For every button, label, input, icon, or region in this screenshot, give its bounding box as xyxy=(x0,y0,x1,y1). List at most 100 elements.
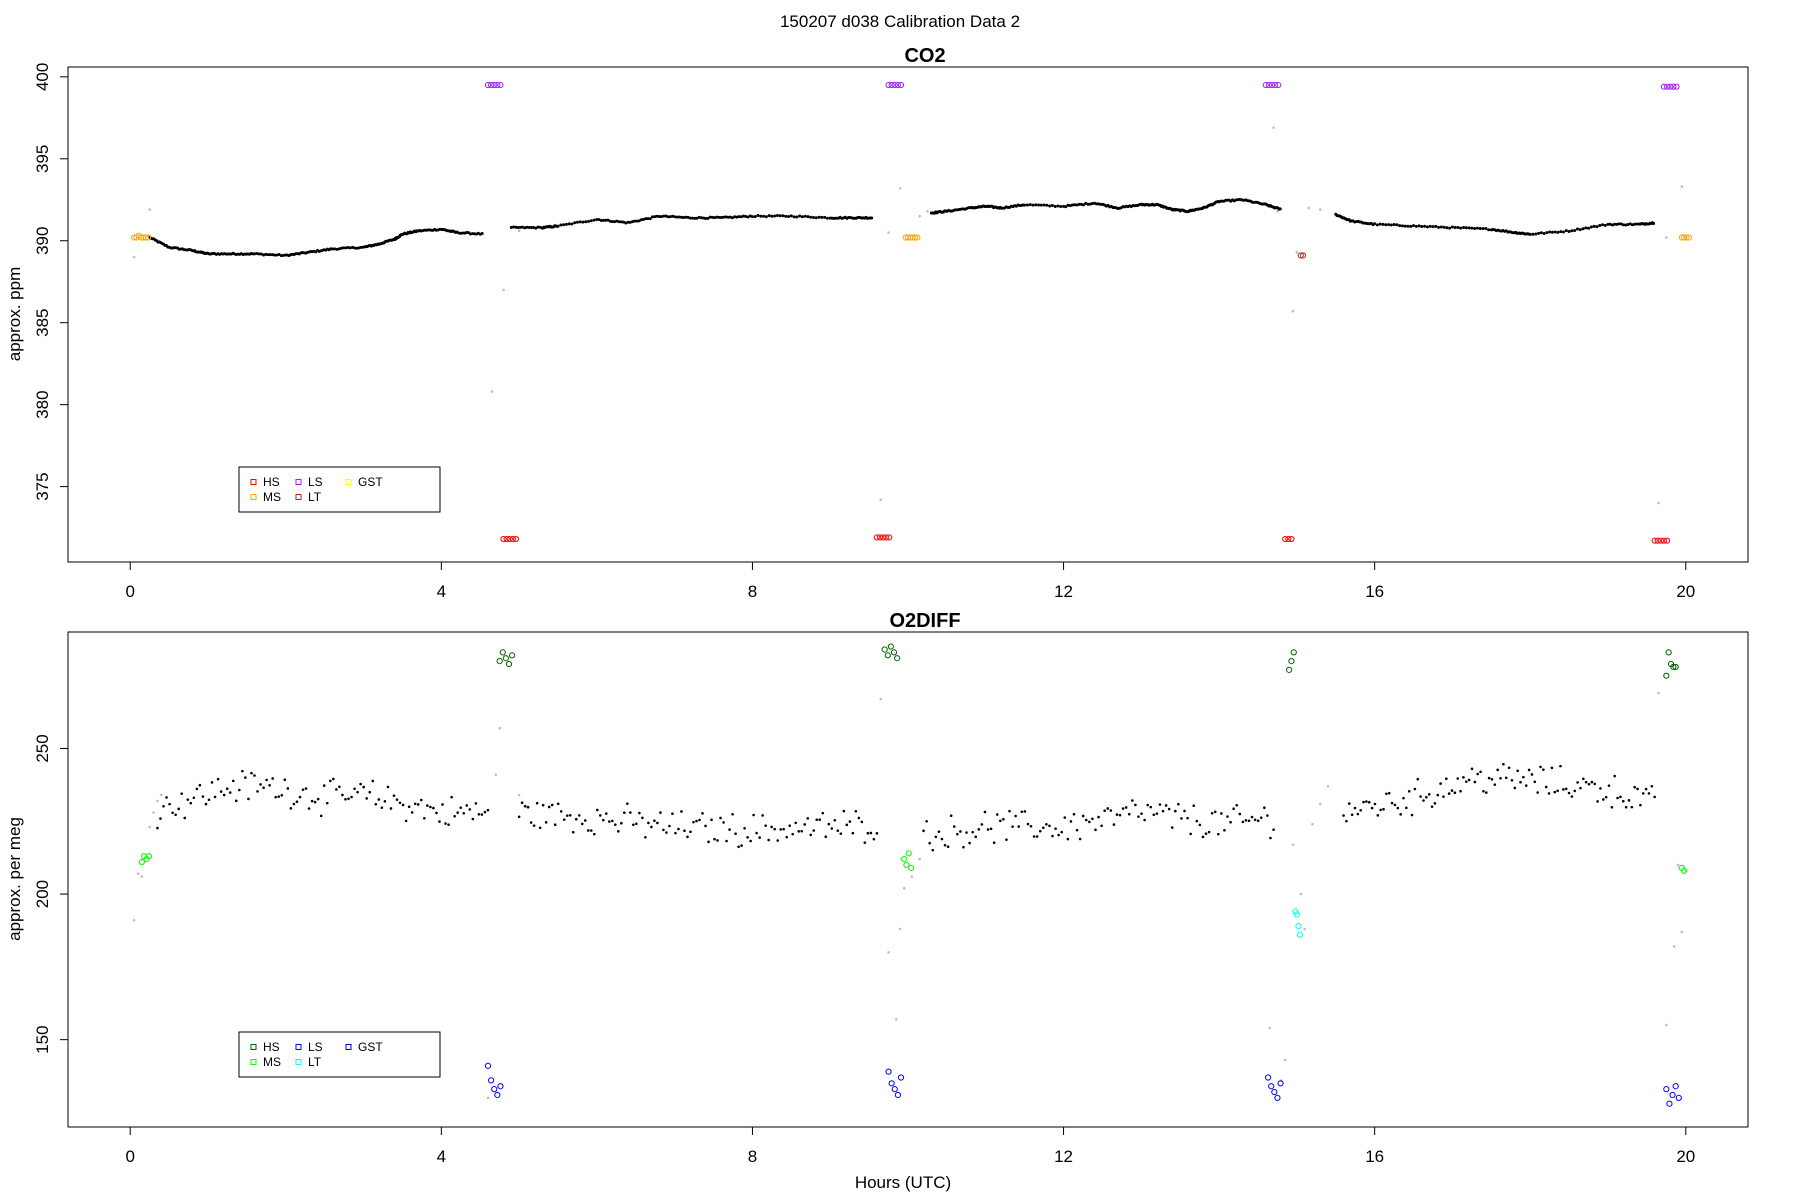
co2-ambient-point xyxy=(1553,230,1557,234)
o2diff-ambient-point xyxy=(374,802,378,806)
co2-ambient-point xyxy=(1624,223,1628,227)
o2diff-ambient-point xyxy=(782,827,785,831)
o2diff-ambient-point xyxy=(1051,834,1054,838)
co2-ambient-point xyxy=(1384,223,1388,227)
o2diff-ambient-point xyxy=(419,798,423,802)
o2diff-transition-point xyxy=(1299,892,1303,896)
co2-ambient-point xyxy=(355,246,359,250)
o2diff-calibration-point-hs xyxy=(496,658,503,665)
o2diff-ambient-point xyxy=(1201,835,1205,839)
o2diff-ambient-point xyxy=(1430,805,1434,808)
o2diff-ambient-point xyxy=(1066,837,1070,841)
o2diff-ambient-point xyxy=(1536,791,1539,794)
co2-ambient-point xyxy=(1581,227,1585,231)
o2diff-ambient-point xyxy=(174,813,177,817)
co2-ambient-point xyxy=(1652,221,1656,225)
co2-ambient-point xyxy=(1064,205,1068,209)
o2diff-ambient-point xyxy=(962,845,965,849)
o2diff-ambient-point xyxy=(198,783,202,787)
o2diff-ambient-point xyxy=(192,796,196,800)
o2diff-ambient-point xyxy=(1487,776,1491,780)
o2diff-ambient-point xyxy=(426,804,429,807)
o2diff-ambient-point xyxy=(1407,789,1411,793)
o2diff-ambient-point xyxy=(1247,819,1251,823)
o2diff-ambient-point xyxy=(377,798,381,801)
o2diff-legend-label-ms: MS xyxy=(263,1055,281,1069)
co2-ambient-point xyxy=(644,217,648,221)
co2-calibration-point-ls xyxy=(484,81,492,89)
o2diff-ambient-point xyxy=(1556,789,1559,793)
co2-ambient-point xyxy=(1077,202,1081,206)
o2diff-ambient-point xyxy=(589,829,593,832)
o2diff-ambient-point xyxy=(365,797,368,800)
o2diff-ambient-point xyxy=(1356,812,1360,816)
co2-ambient-point xyxy=(1025,203,1029,207)
o2diff-calibration-point-hs xyxy=(884,652,891,659)
co2-legend-label-lt: LT xyxy=(308,490,322,504)
o2diff-ambient-point xyxy=(401,803,405,807)
o2diff-ambient-point xyxy=(1210,811,1214,815)
co2-ambient-point xyxy=(635,219,639,223)
o2diff-ambient-point xyxy=(1373,802,1377,806)
co2-ambient-point xyxy=(562,223,566,227)
figure-title: 150207 d038 Calibration Data 2 xyxy=(780,12,1020,31)
o2diff-ambient-point xyxy=(695,819,698,823)
o2diff-calibration-point-ms xyxy=(138,858,145,866)
o2diff-ambient-point xyxy=(1272,828,1275,831)
o2diff-ambient-point xyxy=(928,841,931,845)
co2-ambient-point xyxy=(1045,203,1049,207)
co2-transition-point xyxy=(879,498,883,502)
o2diff-ambient-point xyxy=(1078,837,1082,841)
co2-ambient-point xyxy=(744,215,748,219)
o2diff-ambient-point xyxy=(1564,787,1568,791)
co2-calibration-point-ls xyxy=(1268,81,1276,89)
o2diff-ambient-point xyxy=(824,835,828,839)
o2diff-ambient-point xyxy=(704,824,707,828)
o2diff-ambient-point xyxy=(1513,786,1517,790)
o2diff-ambient-point xyxy=(1220,812,1223,815)
co2-ambient-point xyxy=(536,225,540,229)
co2-ambient-point xyxy=(773,214,777,218)
o2diff-ambient-point xyxy=(1653,795,1656,799)
co2-ambient-point xyxy=(679,215,683,219)
o2diff-ambient-point xyxy=(716,839,719,842)
co2-calibration-point-ms xyxy=(907,234,914,241)
co2-ambient-point xyxy=(1589,225,1593,229)
co2-ambient-point xyxy=(534,226,538,230)
o2diff-transition-point xyxy=(1268,1026,1271,1030)
co2-ambient-point xyxy=(1464,226,1468,230)
co2-ambient-point xyxy=(573,221,577,225)
o2diff-calibration-point-lt xyxy=(1293,911,1300,918)
o2diff-transition-point xyxy=(140,875,144,878)
o2diff-ambient-point xyxy=(1103,809,1106,812)
co2-ambient-point xyxy=(527,226,531,230)
co2-transition-point xyxy=(490,390,494,393)
o2diff-ambient-point xyxy=(1081,814,1085,818)
o2diff-ambient-point xyxy=(863,841,867,844)
co2-ambient-point xyxy=(268,253,272,257)
o2diff-ambient-point xyxy=(644,835,647,839)
o2diff-ambient-point xyxy=(701,812,704,815)
o2diff-ambient-point xyxy=(1462,776,1465,779)
o2diff-calibration-point-hs xyxy=(1672,663,1679,671)
o2diff-ambient-point xyxy=(1387,791,1391,795)
o2diff-ambient-point xyxy=(1155,812,1159,815)
co2-ambient-point xyxy=(1070,203,1074,207)
o2diff-calibration-point-ls xyxy=(491,1086,498,1093)
co2-ambient-point xyxy=(512,225,516,229)
o2diff-ambient-point xyxy=(815,818,819,821)
o2diff-ambient-point xyxy=(833,818,837,822)
co2-calibration-point-ls xyxy=(1262,81,1269,89)
o2diff-ambient-point xyxy=(1195,819,1199,823)
o2diff-ambient-point xyxy=(842,809,846,813)
co2-ambient-point xyxy=(1542,231,1546,235)
o2diff-ambient-point xyxy=(977,828,981,831)
co2-ambient-point xyxy=(666,215,670,219)
o2diff-ambient-point xyxy=(231,779,235,783)
co2-calibration-point-ls xyxy=(1670,83,1677,90)
co2-ambient-point xyxy=(1578,228,1582,232)
o2diff-ambient-point xyxy=(1422,799,1425,802)
o2diff-calibration-point-ms xyxy=(145,853,152,860)
o2diff-ambient-point xyxy=(598,814,602,817)
co2-ambient-point xyxy=(704,216,708,220)
